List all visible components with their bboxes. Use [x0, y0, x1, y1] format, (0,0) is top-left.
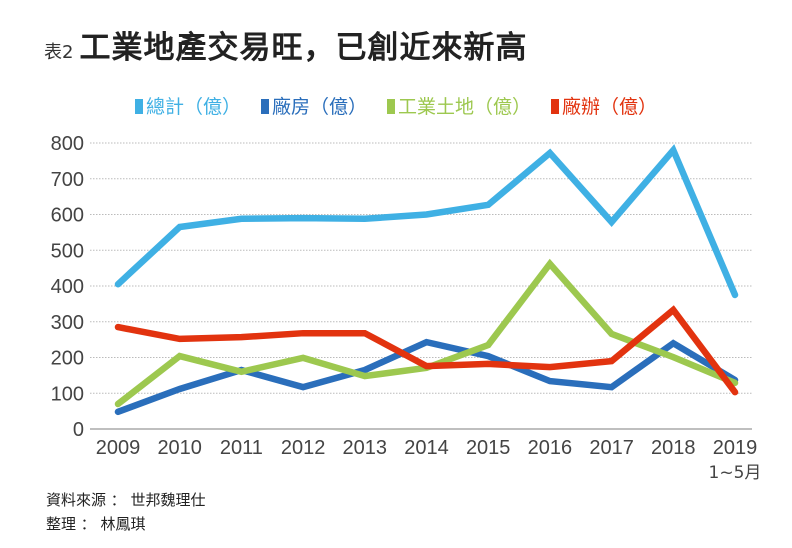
editor-note: 整理 ： 林鳳琪: [46, 515, 146, 533]
legend-item: 廠房（億）: [260, 92, 367, 119]
footer: 資料來源 ： 世邦魏理仕 整理 ： 林鳳琪: [46, 488, 206, 536]
y-tick-label: 800: [51, 133, 84, 155]
legend-item: 廠辦（億）: [551, 92, 657, 119]
table-number: 表2: [44, 42, 74, 63]
x-tick-label: 2009: [96, 437, 141, 459]
x-tick-label: 2011: [220, 437, 263, 459]
figure-title: 表2 工業地產交易旺，已創近來新高: [44, 22, 527, 67]
y-tick-label: 500: [51, 240, 84, 262]
legend-item: 工業土地（億）: [387, 92, 531, 119]
y-tick-label: 300: [51, 312, 84, 334]
x-tick-label: 2012: [281, 437, 326, 459]
legend-swatch: [260, 99, 269, 114]
x-tick-label: 2010: [157, 437, 202, 459]
legend: 總計（億） 廠房（億） 工業土地（億） 廠辦（億）: [0, 92, 792, 119]
legend-item: 總計（億）: [134, 92, 241, 119]
y-tick-label: 200: [51, 348, 84, 370]
x-tick-label: 2014: [404, 437, 449, 459]
legend-label: 總計（億）: [145, 96, 241, 118]
legend-swatch: [387, 99, 395, 114]
source-note: 資料來源 ： 世邦魏理仕: [46, 491, 206, 509]
x-tick-sublabel: 1~5月: [709, 463, 762, 483]
legend-label: 廠房（億）: [271, 96, 367, 118]
x-tick-label: 2017: [589, 437, 634, 459]
y-tick-label: 700: [51, 169, 84, 191]
series-line-0: [114, 144, 739, 299]
legend-label: 廠辦（億）: [562, 96, 658, 118]
y-tick-label: 100: [51, 383, 84, 405]
x-tick-label: 2015: [466, 437, 511, 459]
x-tick-label: 2013: [343, 437, 388, 459]
series-line-1: [114, 338, 739, 416]
y-tick-label: 600: [51, 205, 84, 227]
legend-label: 工業土地（億）: [398, 96, 532, 118]
y-tick-label: 400: [51, 276, 84, 298]
y-tick-label: 0: [73, 419, 84, 441]
title-text: 工業地產交易旺，已創近來新高: [79, 30, 528, 66]
legend-swatch: [134, 99, 143, 114]
x-tick-label: 2019: [713, 437, 758, 459]
x-tick-label: 2018: [651, 437, 696, 459]
legend-swatch: [551, 99, 560, 114]
x-tick-label: 2016: [528, 437, 573, 459]
